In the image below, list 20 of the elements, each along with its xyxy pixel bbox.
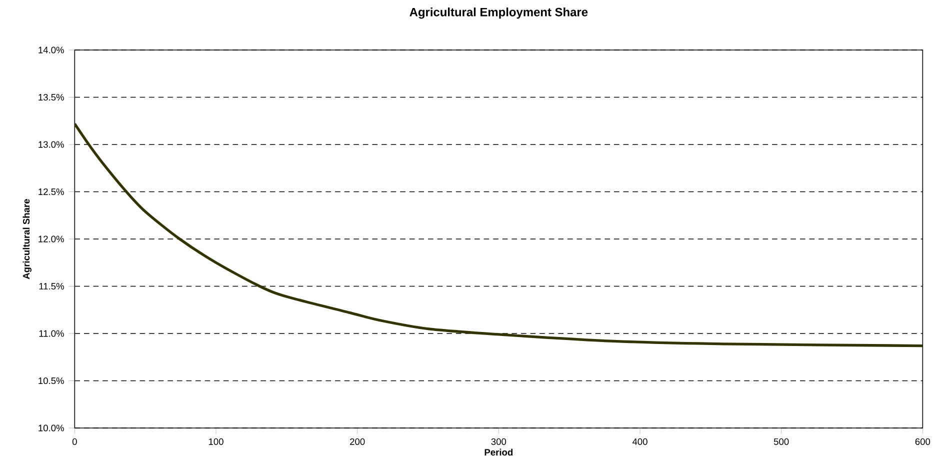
line-series bbox=[74, 122, 923, 348]
x-tick-label: 400 bbox=[632, 438, 648, 445]
y-tick-label: 10.0% bbox=[38, 424, 64, 432]
x-tick-label: 0 bbox=[72, 438, 77, 445]
x-tick-label: 100 bbox=[208, 438, 224, 445]
x-axis-title: Period bbox=[484, 448, 513, 456]
y-tick-label: 12.5% bbox=[38, 188, 64, 196]
y-tick-label: 13.0% bbox=[38, 141, 64, 148]
chart-title: Agricultural Employment Share bbox=[410, 8, 588, 19]
y-tick-label: 12.0% bbox=[38, 236, 64, 242]
y-tick-label: 11.5% bbox=[39, 282, 64, 290]
y-tick-label: 14.0% bbox=[38, 46, 64, 54]
y-tick-label: 13.5% bbox=[38, 94, 64, 101]
x-tick-label: 600 bbox=[915, 438, 930, 445]
y-axis-title: Agricultural Share bbox=[22, 199, 32, 280]
x-tick-label: 300 bbox=[491, 438, 506, 445]
y-tick-label: 11.0% bbox=[39, 330, 64, 337]
x-tick-label: 500 bbox=[774, 438, 789, 445]
y-tick-label: 10.5% bbox=[38, 377, 64, 384]
x-tick-label: 200 bbox=[350, 438, 365, 445]
